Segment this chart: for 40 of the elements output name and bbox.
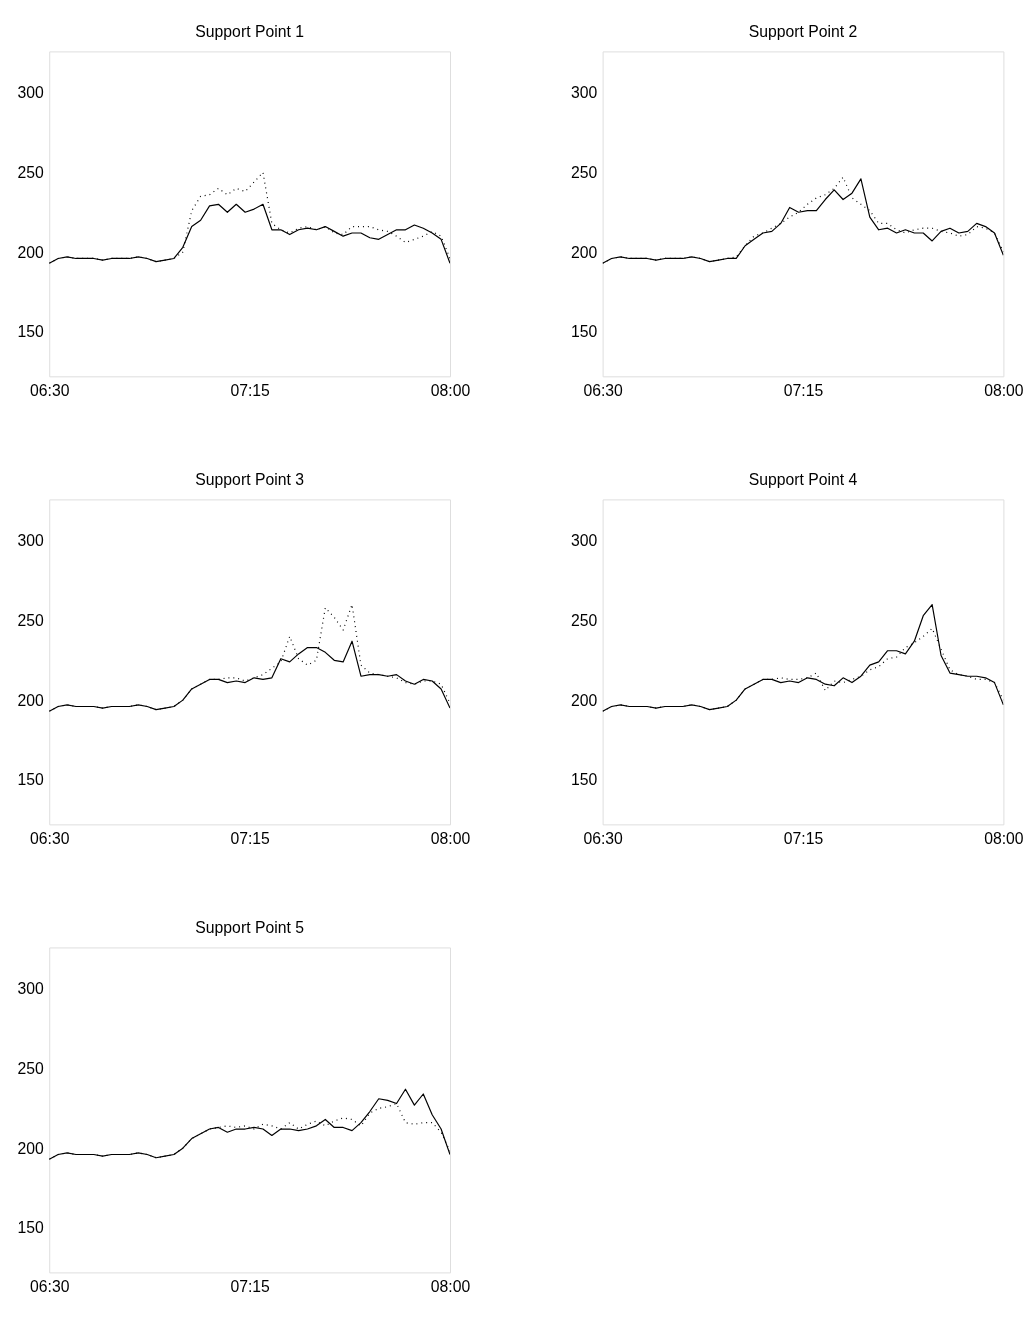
y-tick-label: 200 <box>17 1139 45 1157</box>
x-tick-label: 07:15 <box>783 381 824 399</box>
y-tick-label: 200 <box>570 243 598 261</box>
x-tick-label: 08:00 <box>430 829 471 847</box>
y-tick-label: 200 <box>17 691 45 709</box>
chart-title: Support Point 4 <box>748 470 858 488</box>
x-tick-label: 07:15 <box>230 829 271 847</box>
x-tick-label: 08:00 <box>430 381 471 399</box>
x-tick-label: 08:00 <box>984 381 1024 399</box>
y-tick-label: 250 <box>570 163 598 181</box>
x-tick-label: 06:30 <box>583 829 624 847</box>
y-tick-label: 300 <box>570 532 598 550</box>
chart-title: Support Point 1 <box>195 22 304 40</box>
chart-title: Support Point 3 <box>195 470 305 488</box>
x-tick-label: 07:15 <box>783 829 824 847</box>
x-tick-label: 07:15 <box>230 1277 271 1295</box>
x-tick-label: 07:15 <box>230 381 271 399</box>
y-tick-label: 200 <box>17 243 45 261</box>
y-tick-label: 250 <box>17 611 45 629</box>
x-tick-label: 08:00 <box>430 1277 471 1295</box>
y-tick-label: 300 <box>570 84 598 102</box>
y-tick-label: 150 <box>17 323 45 341</box>
x-tick-label: 08:00 <box>984 829 1024 847</box>
y-tick-label: 150 <box>17 1219 45 1237</box>
y-tick-label: 300 <box>17 532 45 550</box>
chart-title: Support Point 2 <box>748 22 858 40</box>
x-tick-label: 06:30 <box>30 829 70 847</box>
y-tick-label: 200 <box>570 691 598 709</box>
y-tick-label: 150 <box>570 771 598 789</box>
y-tick-label: 300 <box>17 980 45 998</box>
y-tick-label: 250 <box>17 1059 45 1077</box>
chart-title: Support Point 5 <box>195 918 305 936</box>
y-tick-label: 150 <box>17 771 45 789</box>
y-tick-label: 300 <box>17 84 45 102</box>
y-tick-label: 250 <box>570 611 598 629</box>
y-tick-label: 150 <box>570 323 598 341</box>
x-tick-label: 06:30 <box>30 381 70 399</box>
x-tick-label: 06:30 <box>30 1277 70 1295</box>
y-tick-label: 250 <box>17 163 45 181</box>
x-tick-label: 06:30 <box>583 381 624 399</box>
